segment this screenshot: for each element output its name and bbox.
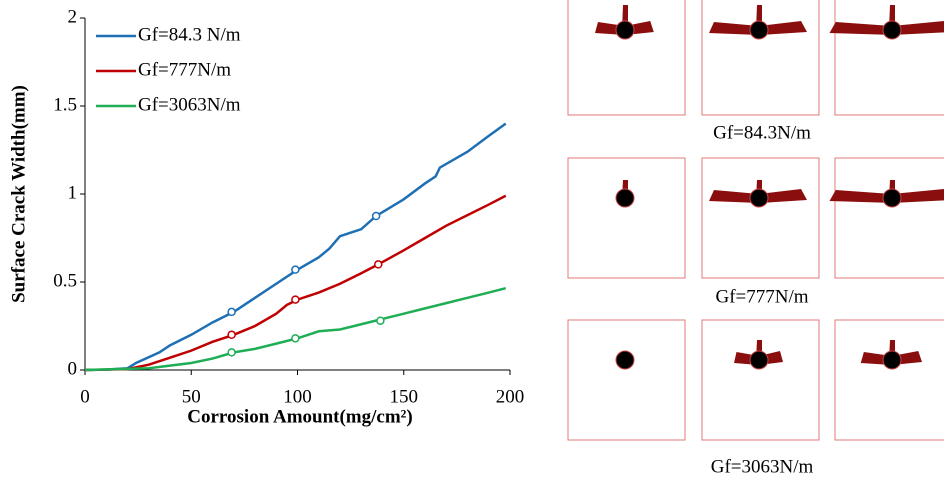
panel-box <box>834 319 944 441</box>
rebar <box>749 20 769 40</box>
rebar <box>615 20 635 40</box>
marker <box>227 330 236 340</box>
x-tick-label: 150 <box>390 386 419 407</box>
panel-label: Gf=3063N/m <box>711 456 814 477</box>
rebar <box>882 20 902 40</box>
panel-label: Gf=777N/m <box>715 286 808 307</box>
panel-box <box>567 157 686 279</box>
x-tick-label: 100 <box>283 386 312 407</box>
y-tick-label: 2 <box>68 6 78 27</box>
marker <box>227 307 236 317</box>
x-tick-label: 0 <box>80 386 90 407</box>
y-tick-label: 0 <box>68 358 78 379</box>
marker <box>291 334 300 343</box>
marker <box>371 211 381 221</box>
crack <box>709 22 759 35</box>
y-axis-title: Surface Crack Width(mm) <box>8 85 29 303</box>
panel-box <box>834 157 944 279</box>
rebar <box>749 350 769 370</box>
legend-label: Gf=777N/m <box>138 59 231 80</box>
marker <box>376 316 385 325</box>
panel-box <box>834 0 944 116</box>
legend-label: Gf=84.3 N/m <box>138 24 241 45</box>
panel-box <box>701 319 820 441</box>
series-line <box>84 122 507 372</box>
crack <box>892 21 944 35</box>
marker <box>291 295 300 304</box>
marker <box>374 260 383 269</box>
x-axis-title: Corrosion Amount(mg/cm²) <box>187 406 412 427</box>
panel-box <box>567 319 686 441</box>
crack <box>829 22 892 35</box>
crack <box>759 21 807 35</box>
crack <box>759 189 807 203</box>
rebar <box>615 188 635 208</box>
rebar <box>749 188 769 208</box>
marker <box>227 348 236 357</box>
x-tick-label: 50 <box>182 386 201 407</box>
series-line <box>84 286 507 372</box>
crack <box>892 189 944 203</box>
rebar <box>615 350 635 370</box>
crack <box>709 190 759 203</box>
rebar <box>882 350 902 370</box>
series-line <box>84 194 507 372</box>
panel-box <box>701 157 820 279</box>
x-tick-label: 200 <box>496 386 525 407</box>
crack <box>829 190 892 203</box>
rebar <box>882 188 902 208</box>
legend-label: Gf=3063N/m <box>138 94 241 115</box>
marker <box>291 265 300 274</box>
y-tick-label: 1.5 <box>53 94 77 115</box>
y-tick-label: 1 <box>68 182 78 203</box>
y-tick-label: 0.5 <box>53 270 77 291</box>
panel-label: Gf=84.3N/m <box>713 122 811 143</box>
